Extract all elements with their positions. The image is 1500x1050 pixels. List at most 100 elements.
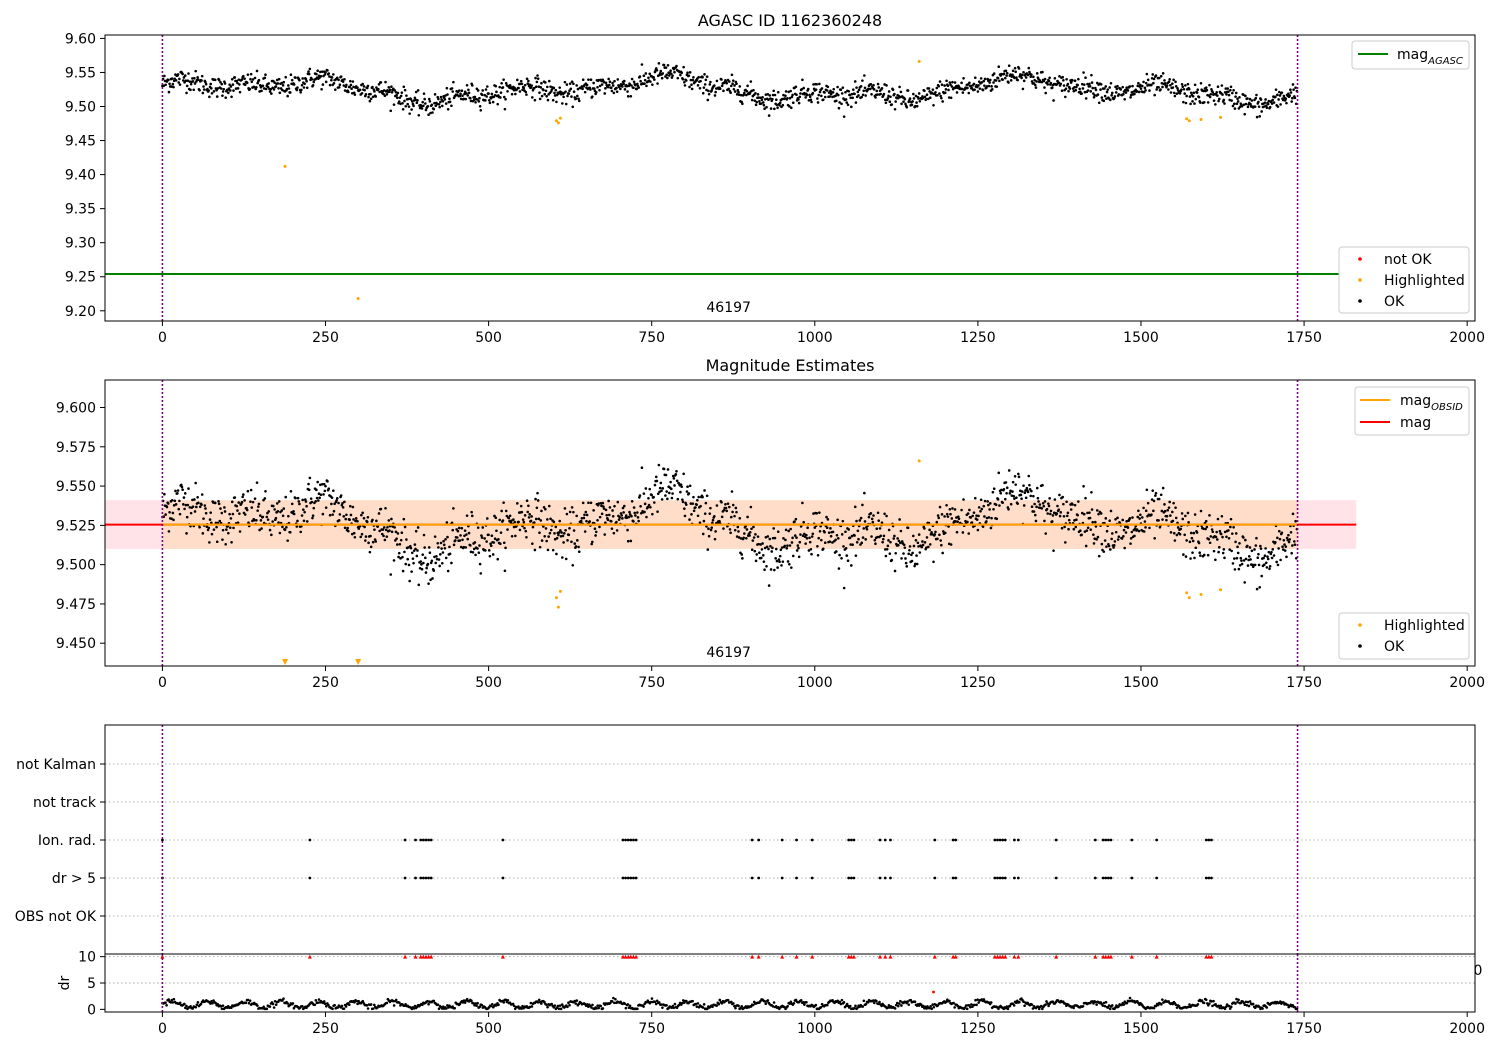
flag-point — [883, 876, 887, 880]
dr-point — [274, 1003, 278, 1007]
dr-point — [956, 1004, 960, 1008]
ok-point — [570, 95, 573, 98]
ok-point — [395, 543, 399, 546]
ok-point — [361, 82, 364, 86]
flag-point — [996, 876, 999, 880]
ok-point — [927, 87, 931, 90]
ok-point — [1167, 80, 1171, 84]
ok-point — [1160, 509, 1164, 513]
ok-point — [863, 520, 867, 523]
ok-point — [348, 85, 351, 89]
ok-point — [1232, 102, 1236, 106]
ok-point — [277, 500, 281, 503]
ok-point — [446, 569, 450, 573]
ok-point — [1223, 556, 1226, 560]
ok-point — [975, 518, 979, 521]
ok-point — [992, 487, 996, 491]
ok-point — [1287, 540, 1291, 544]
ok-point — [224, 96, 227, 99]
category-label: OBS not OK — [15, 909, 97, 925]
ok-point — [1137, 509, 1140, 513]
ok-point — [1182, 87, 1186, 91]
dr-point — [333, 1003, 336, 1007]
ok-point — [729, 531, 732, 535]
ok-point — [390, 530, 394, 534]
ok-point — [1174, 80, 1177, 84]
ok-point — [233, 76, 237, 79]
ok-point — [1057, 508, 1061, 512]
ok-point — [988, 508, 991, 511]
ok-point — [167, 530, 171, 533]
ok-point — [754, 533, 757, 536]
x-tick-label: 250 — [312, 330, 339, 346]
x-tick-label: 1500 — [1123, 1021, 1159, 1037]
flag-point — [1155, 838, 1159, 842]
ok-point — [773, 568, 776, 572]
dr-point — [805, 1000, 808, 1004]
ok-point — [885, 514, 888, 518]
ok-point — [249, 488, 253, 492]
ok-point — [647, 496, 650, 500]
dr-point — [475, 1004, 478, 1008]
ok-point — [805, 537, 809, 540]
ok-point — [790, 106, 793, 110]
ok-point — [1275, 560, 1278, 564]
ok-point — [1097, 554, 1101, 558]
ok-point — [1033, 513, 1037, 517]
ok-point — [288, 91, 292, 94]
ok-point — [455, 536, 459, 539]
ok-point — [982, 79, 986, 83]
ok-point — [281, 84, 285, 87]
ok-point — [630, 499, 634, 503]
ok-point — [670, 496, 674, 500]
ok-point — [1254, 96, 1258, 100]
ok-point — [274, 516, 278, 520]
ok-point — [593, 527, 597, 531]
ok-point — [1268, 105, 1272, 109]
ok-point — [1145, 488, 1149, 492]
ok-point — [1266, 102, 1270, 106]
ok-point — [414, 547, 417, 551]
ok-point — [977, 514, 980, 518]
ok-point — [738, 85, 742, 88]
ok-point — [534, 76, 537, 80]
ok-point — [778, 560, 781, 564]
ok-point — [622, 511, 625, 514]
dr-point — [1122, 1003, 1126, 1006]
ok-point — [337, 519, 341, 522]
ok-point — [973, 496, 977, 500]
ok-point — [623, 88, 627, 91]
ok-point — [997, 471, 1001, 475]
ok-point — [955, 91, 959, 94]
ok-point — [523, 514, 527, 517]
dr-point — [511, 1002, 515, 1006]
dr-point — [982, 998, 986, 1001]
ok-point — [643, 82, 646, 85]
ok-point — [438, 105, 441, 109]
ok-point — [850, 105, 853, 109]
ok-point — [1032, 494, 1035, 498]
dr-point — [1200, 999, 1204, 1002]
ok-point — [675, 479, 679, 483]
ok-point — [991, 490, 995, 494]
ok-point — [961, 91, 965, 94]
dr-point — [737, 1004, 740, 1008]
ok-point — [864, 538, 867, 541]
ok-point — [927, 97, 930, 101]
ok-point — [1209, 535, 1213, 538]
dr-point — [169, 1001, 173, 1004]
flag-point — [998, 838, 1002, 842]
ok-point — [358, 88, 362, 92]
ok-point — [791, 554, 795, 558]
ok-point — [1226, 87, 1230, 90]
ok-point — [563, 507, 567, 510]
ok-point — [1279, 103, 1282, 106]
ok-point — [519, 504, 523, 508]
y-tick-label: 9.35 — [65, 202, 96, 218]
ok-point — [321, 512, 325, 516]
ok-point — [980, 507, 984, 511]
dr-point — [766, 999, 770, 1002]
ok-point — [440, 561, 444, 565]
ok-point — [1058, 514, 1062, 518]
ok-point — [615, 86, 618, 90]
